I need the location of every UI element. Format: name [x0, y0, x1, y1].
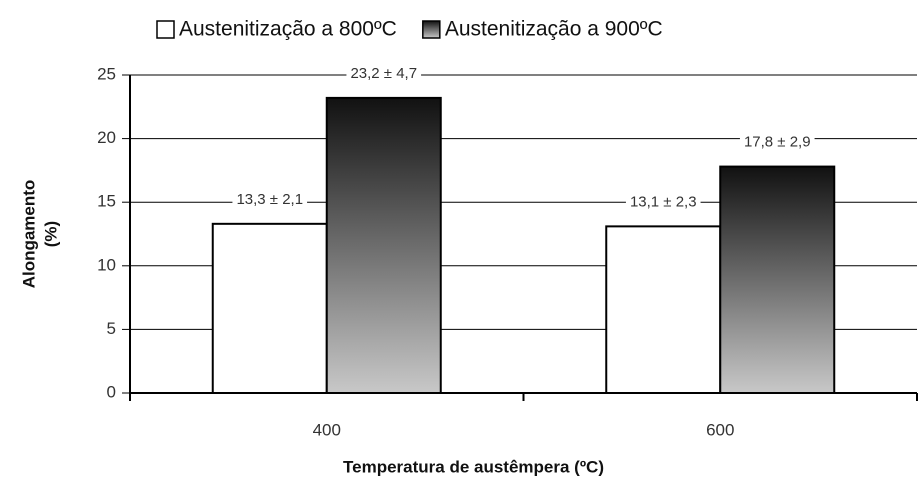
legend-label: Austenitização a 800ºC — [179, 18, 397, 41]
y-tick-label: 10 — [97, 255, 116, 274]
value-label: 13,3 ± 2,1 — [236, 191, 303, 208]
value-label: 23,2 ± 4,7 — [350, 65, 417, 82]
y-axis-title: Alongamento — [19, 180, 38, 289]
y-tick-label: 25 — [97, 64, 116, 83]
label-bg — [625, 193, 701, 211]
value-label: 17,8 ± 2,9 — [744, 134, 811, 151]
y-tick-label: 5 — [107, 319, 116, 338]
bar — [325, 96, 442, 395]
y-tick-label: 20 — [97, 128, 116, 147]
value-label: 13,1 ± 2,3 — [630, 193, 697, 210]
bar — [719, 165, 836, 394]
label-bg — [739, 133, 815, 151]
legend-swatch — [156, 20, 175, 39]
y-tick-label: 15 — [97, 192, 116, 211]
x-axis-title: Temperatura de austêmpera (ºC) — [343, 457, 604, 476]
y-tick-label: 0 — [107, 382, 116, 401]
x-tick-label: 400 — [313, 420, 341, 439]
label-bg — [232, 190, 308, 208]
label-bg — [346, 64, 422, 82]
legend-label: Austenitização a 900ºC — [445, 18, 663, 41]
bar — [605, 225, 722, 394]
x-tick-label: 600 — [706, 420, 734, 439]
legend-swatch — [422, 20, 441, 39]
y-axis-title: (%) — [41, 221, 60, 247]
bar — [211, 222, 328, 394]
